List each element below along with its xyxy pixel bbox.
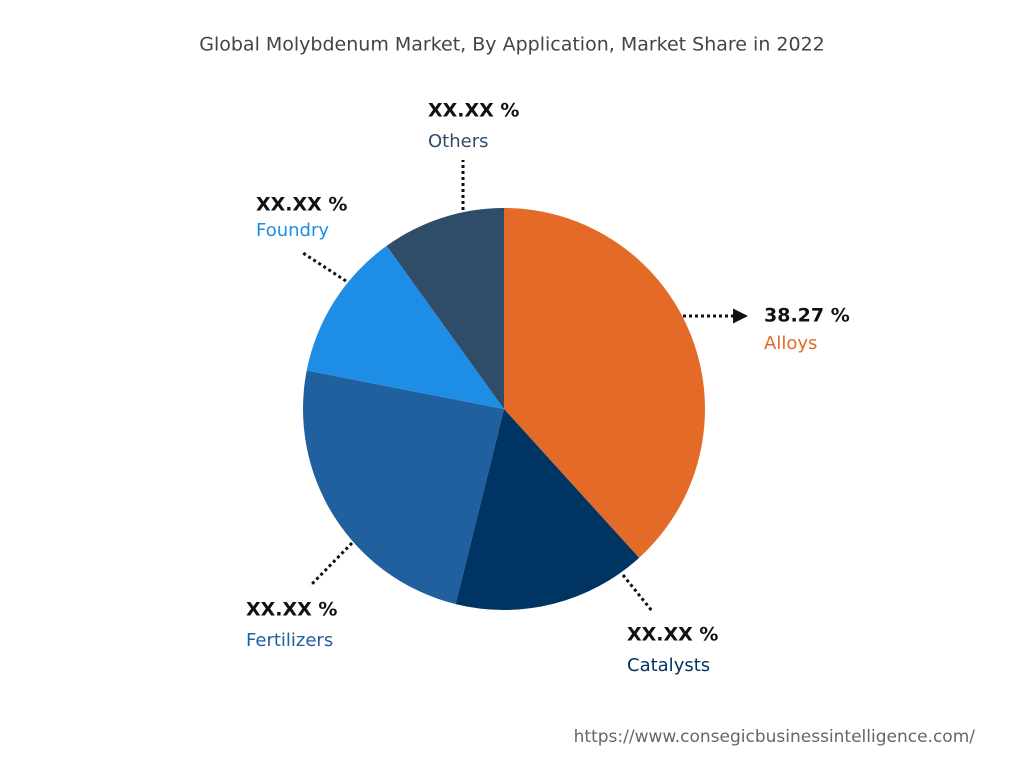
leader-line bbox=[308, 541, 354, 588]
pie-slice bbox=[504, 208, 705, 558]
pie-slice bbox=[386, 208, 504, 409]
value-label: XX.XX % bbox=[428, 100, 519, 122]
category-label: Catalysts bbox=[627, 655, 710, 676]
pie-slice bbox=[306, 245, 504, 409]
category-label: Alloys bbox=[764, 333, 817, 354]
leader-line bbox=[621, 574, 654, 612]
chart-title: Global Molybdenum Market, By Application… bbox=[199, 34, 825, 56]
value-label: XX.XX % bbox=[246, 599, 337, 621]
category-label: Fertilizers bbox=[246, 630, 333, 651]
value-label: 38.27 % bbox=[764, 305, 850, 327]
category-label: Foundry bbox=[256, 220, 329, 241]
value-label: XX.XX % bbox=[256, 194, 347, 216]
leader-line bbox=[302, 251, 347, 283]
pie-slice bbox=[303, 370, 504, 605]
source-url: https://www.consegicbusinessintelligence… bbox=[574, 727, 976, 747]
pie-slice bbox=[455, 409, 640, 610]
value-label: XX.XX % bbox=[627, 624, 718, 646]
category-label: Others bbox=[428, 131, 489, 152]
